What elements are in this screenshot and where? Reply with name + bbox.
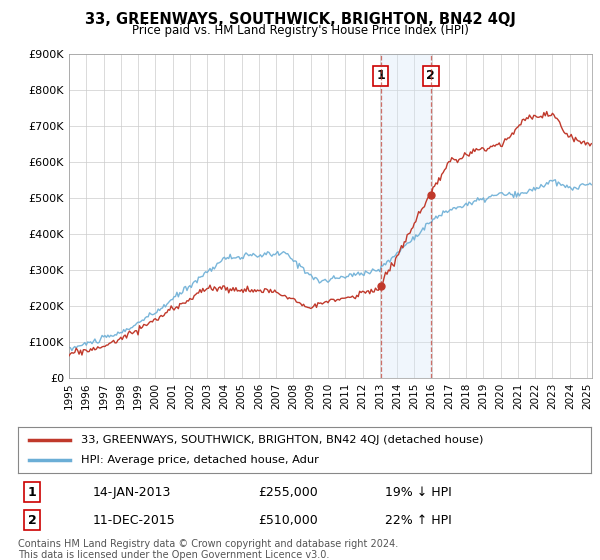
Text: 11-DEC-2015: 11-DEC-2015: [92, 514, 175, 526]
Text: Price paid vs. HM Land Registry's House Price Index (HPI): Price paid vs. HM Land Registry's House …: [131, 24, 469, 36]
Text: 22% ↑ HPI: 22% ↑ HPI: [385, 514, 451, 526]
Text: £510,000: £510,000: [259, 514, 319, 526]
Text: 1: 1: [376, 69, 385, 82]
Bar: [380, 54, 431, 378]
Text: 33, GREENWAYS, SOUTHWICK, BRIGHTON, BN42 4QJ: 33, GREENWAYS, SOUTHWICK, BRIGHTON, BN42…: [85, 12, 515, 27]
Text: 1: 1: [28, 486, 37, 499]
Text: Contains HM Land Registry data © Crown copyright and database right 2024.
This d: Contains HM Land Registry data © Crown c…: [18, 539, 398, 560]
Text: 2: 2: [427, 69, 435, 82]
Text: £255,000: £255,000: [259, 486, 319, 499]
Text: 14-JAN-2013: 14-JAN-2013: [92, 486, 171, 499]
Text: 2: 2: [28, 514, 37, 526]
Text: 33, GREENWAYS, SOUTHWICK, BRIGHTON, BN42 4QJ (detached house): 33, GREENWAYS, SOUTHWICK, BRIGHTON, BN42…: [81, 435, 484, 445]
Text: HPI: Average price, detached house, Adur: HPI: Average price, detached house, Adur: [81, 455, 319, 465]
Text: 19% ↓ HPI: 19% ↓ HPI: [385, 486, 451, 499]
